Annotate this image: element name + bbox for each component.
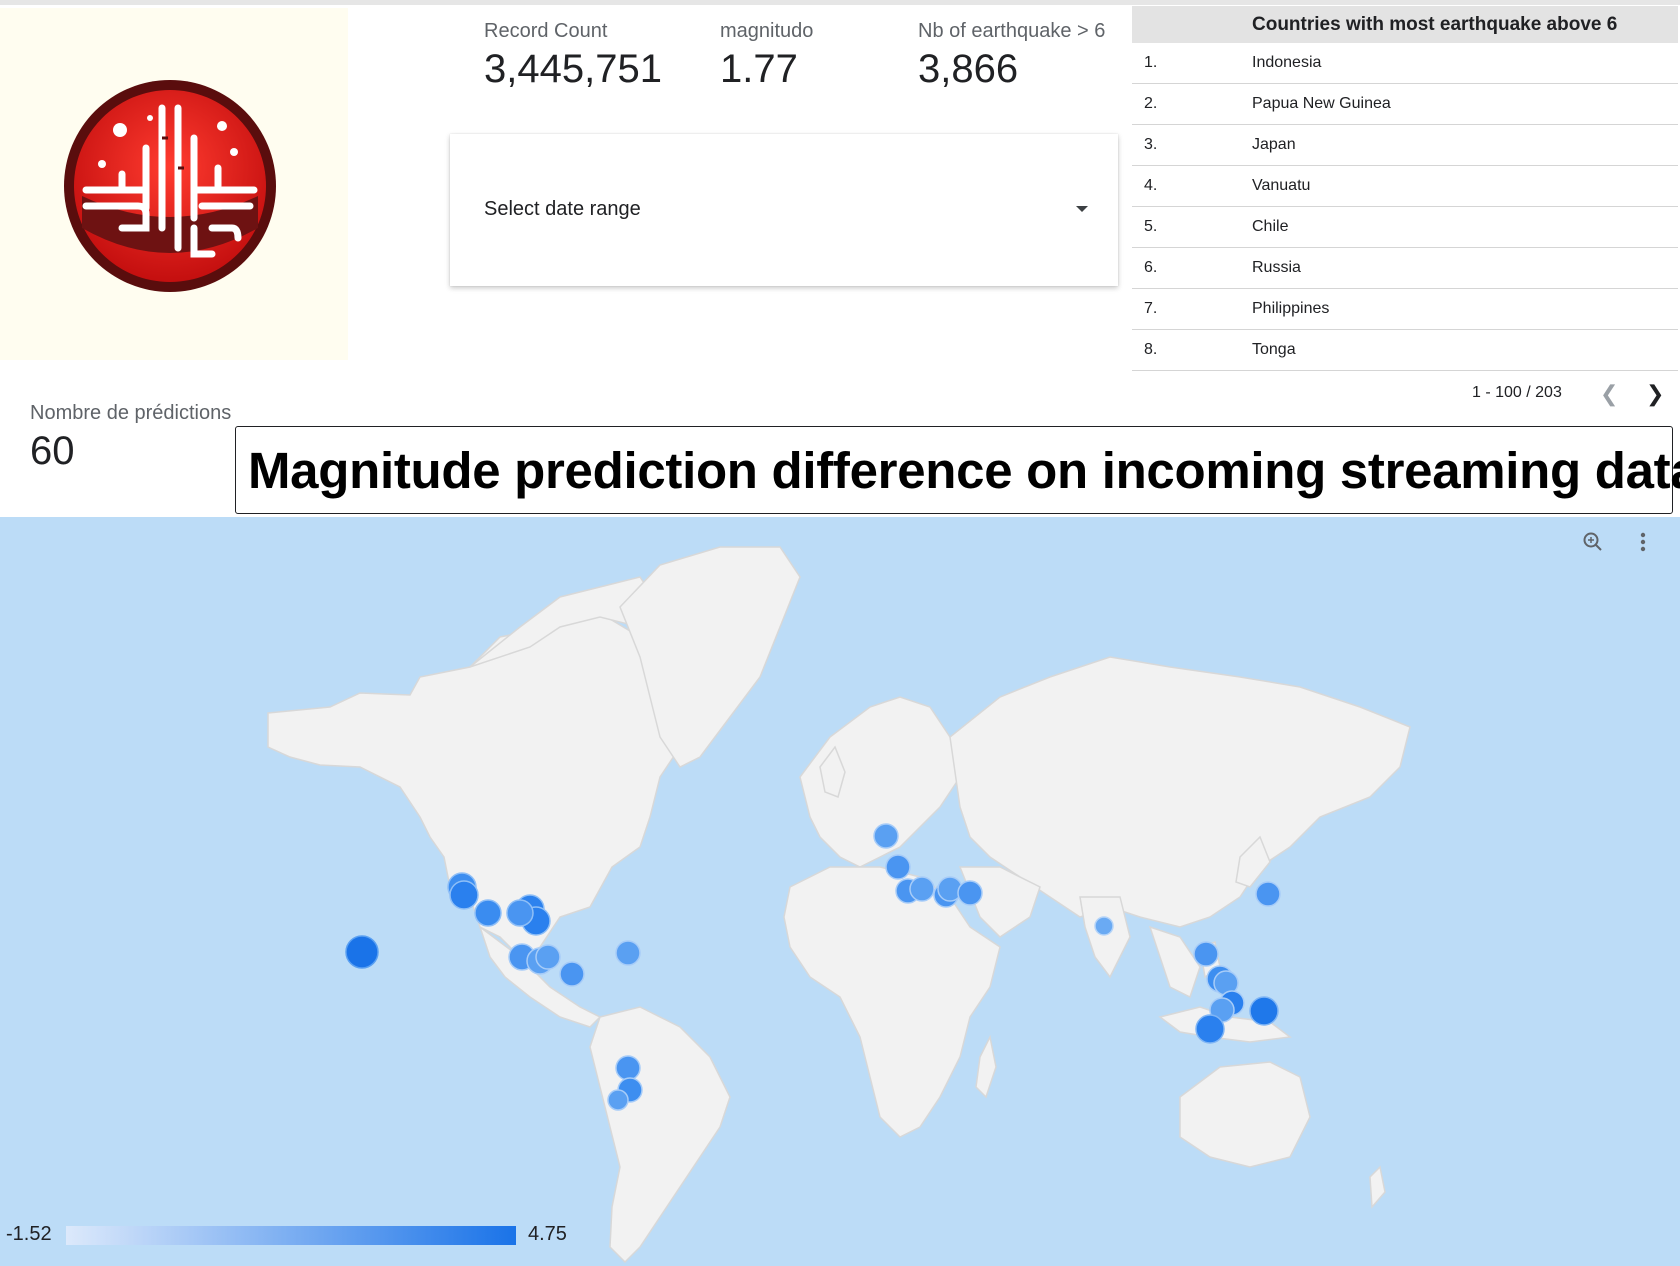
kpi-label: Nb of earthquake > 6	[918, 20, 1106, 42]
table-header-label: Countries with most earthquake above 6	[1252, 14, 1618, 35]
chevron-left-icon[interactable]: ❮	[1600, 381, 1619, 406]
table-row[interactable]: 5. Chile	[1132, 207, 1678, 248]
top-divider	[0, 0, 1680, 5]
row-country: Philippines	[1252, 300, 1330, 317]
row-number: 6.	[1144, 259, 1158, 276]
row-number: 8.	[1144, 341, 1158, 358]
kpi-nb-earthquake: Nb of earthquake > 6 3,866	[918, 20, 1105, 89]
row-country: Vanuatu	[1252, 177, 1311, 194]
kpi-magnitudo: magnitudo 1.77	[720, 20, 813, 89]
row-country: Russia	[1252, 259, 1301, 276]
earthquake-logo	[64, 80, 276, 292]
table-row[interactable]: 8. Tonga	[1132, 330, 1678, 371]
date-range-selector[interactable]: Select date range	[450, 134, 1118, 286]
date-range-label: Select date range	[484, 198, 641, 220]
kpi-record-count: Record Count 3,445,751	[484, 20, 662, 89]
table-row[interactable]: 3. Japan	[1132, 125, 1678, 166]
report-title-box: Magnitude prediction difference on incom…	[235, 426, 1680, 514]
table-row[interactable]: 4. Vanuatu	[1132, 166, 1678, 207]
earthquake-bubbles	[345, 823, 1281, 1111]
row-number: 2.	[1144, 95, 1158, 112]
pagination-text: 1 - 100 / 203	[1472, 384, 1562, 401]
kpi-label: Nombre de prédictions	[30, 402, 232, 424]
row-country: Tonga	[1252, 341, 1296, 358]
caret-down-icon	[1076, 206, 1088, 212]
table-row[interactable]: 7. Philippines	[1132, 289, 1678, 330]
kpi-label: Record Count	[484, 20, 608, 42]
zoom-icon[interactable]	[1582, 531, 1604, 553]
table-header[interactable]: Countries with most earthquake above 6	[1132, 6, 1678, 43]
table-row[interactable]: 1. Indonesia	[1132, 43, 1678, 84]
kpi-label: magnitudo	[720, 20, 814, 42]
color-legend-bar	[66, 1226, 516, 1245]
row-number: 7.	[1144, 300, 1158, 317]
row-number: 1.	[1144, 54, 1158, 71]
kpi-value: 3,445,751	[484, 47, 662, 91]
row-country: Papua New Guinea	[1252, 95, 1391, 112]
row-country: Chile	[1252, 218, 1289, 235]
row-number: 4.	[1144, 177, 1158, 194]
kpi-value: 60	[30, 429, 75, 473]
countries-table: Countries with most earthquake above 6 1…	[1132, 6, 1678, 371]
bubble-map[interactable]: -1.52 4.75	[0, 517, 1680, 1266]
logo-panel	[0, 8, 348, 360]
row-number: 3.	[1144, 136, 1158, 153]
legend-max-value: 4.75	[528, 1223, 567, 1245]
table-row[interactable]: 2. Papua New Guinea	[1132, 84, 1678, 125]
legend-min-value: -1.52	[6, 1223, 52, 1245]
chevron-right-icon[interactable]: ❯	[1646, 381, 1665, 406]
table-row[interactable]: 6. Russia	[1132, 248, 1678, 289]
kpi-value: 3,866	[918, 47, 1019, 91]
row-number: 5.	[1144, 218, 1158, 235]
world-map	[267, 546, 1411, 1264]
row-country: Japan	[1252, 136, 1296, 153]
row-country: Indonesia	[1252, 54, 1322, 71]
kpi-predictions: Nombre de prédictions 60	[30, 402, 231, 471]
kpi-value: 1.77	[720, 47, 798, 91]
report-title: Magnitude prediction difference on incom…	[248, 442, 1680, 499]
more-vert-icon[interactable]	[1638, 531, 1648, 553]
